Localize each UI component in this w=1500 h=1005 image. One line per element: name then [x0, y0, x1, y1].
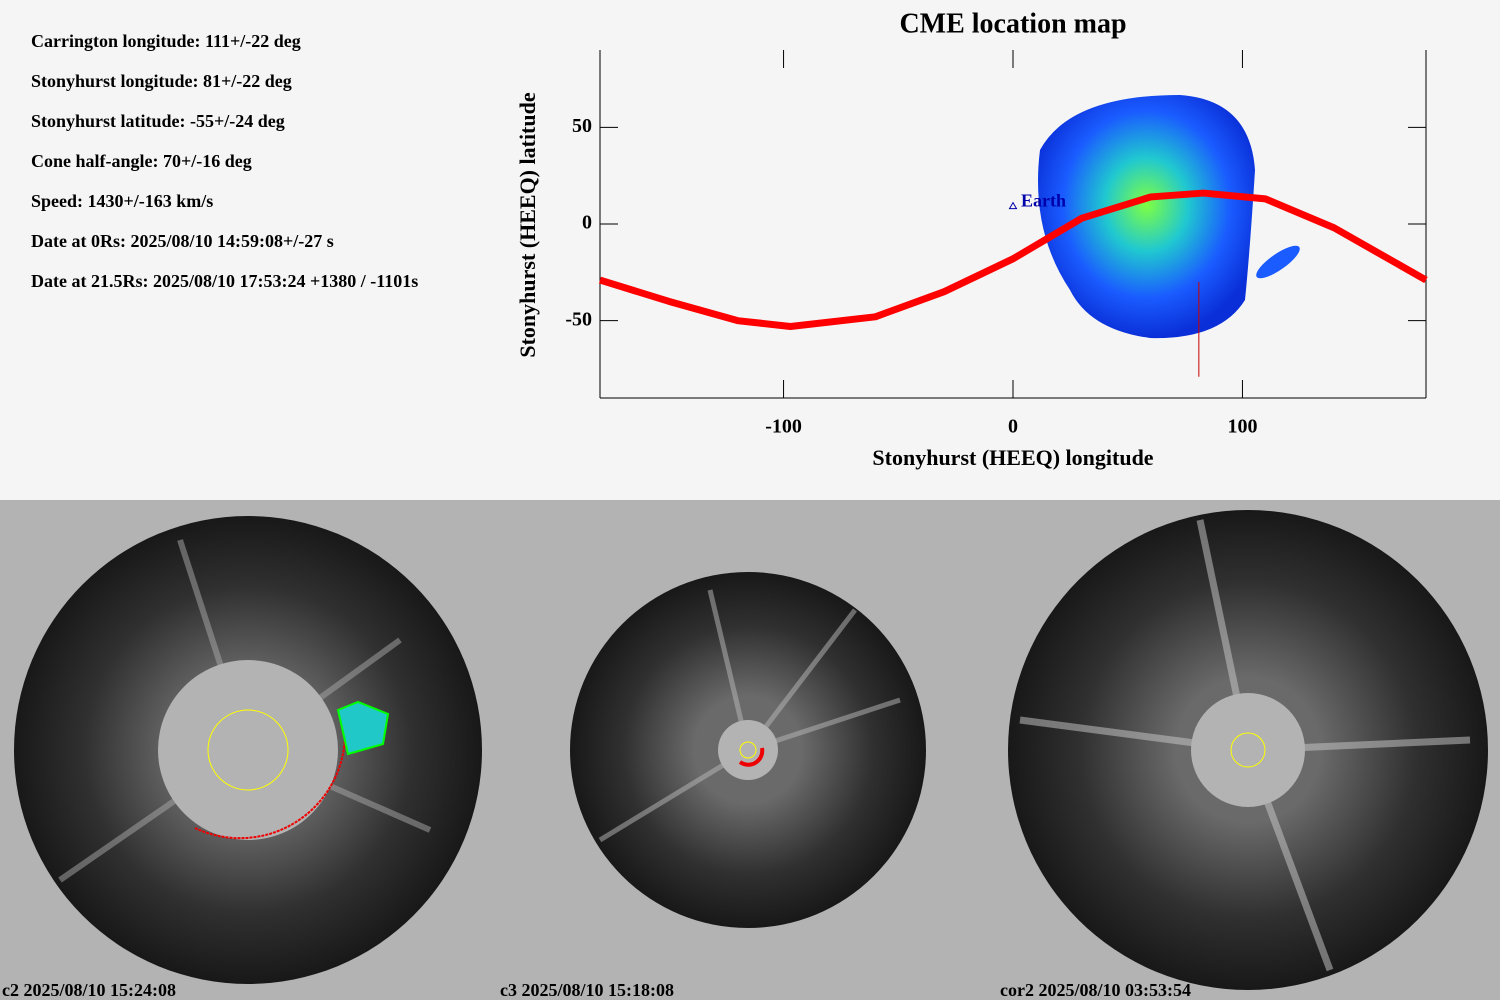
- earth-label: Earth: [1021, 191, 1066, 211]
- chart-title: CME location map: [899, 8, 1126, 39]
- x-tick-label: -100: [765, 416, 802, 438]
- y-axis-label: Stonyhurst (HEEQ) latitude: [515, 92, 540, 357]
- x-tick-label: 0: [1008, 416, 1018, 438]
- sun-disk: [1230, 732, 1266, 768]
- top-panel: [0, 0, 1500, 500]
- occulter: [1191, 693, 1305, 807]
- streamers: [598, 589, 901, 843]
- x-tick-label: 100: [1227, 416, 1257, 438]
- sun-disk: [739, 741, 757, 759]
- info-line: Stonyhurst latitude: -55+/-24 deg: [31, 111, 285, 131]
- cme-front: [738, 747, 765, 767]
- y-tick-label: 50: [572, 115, 592, 137]
- y-tick-label: 0: [582, 212, 592, 234]
- occulter: [718, 720, 778, 780]
- coronagraphs: [14, 510, 1488, 990]
- x-axis-label: Stonyhurst (HEEQ) longitude: [872, 445, 1153, 470]
- panel-caption: c3 2025/08/10 15:18:08: [500, 980, 674, 1000]
- info-line: Date at 21.5Rs: 2025/08/10 17:53:24 +138…: [31, 271, 418, 291]
- info-line: Stonyhurst longitude: 81+/-22 deg: [31, 71, 292, 91]
- occulter: [158, 660, 338, 840]
- y-tick-label: -50: [565, 308, 592, 330]
- info-line: Carrington longitude: 111+/-22 deg: [31, 31, 301, 51]
- cme-front: [194, 729, 347, 840]
- earth-marker: [1008, 201, 1018, 210]
- info-line: Speed: 1430+/-163 km/s: [31, 191, 213, 211]
- track-line: [598, 189, 1428, 330]
- streamers: [58, 539, 432, 883]
- sun-disk: [207, 709, 289, 791]
- cme-fragment: [1256, 245, 1300, 279]
- info-line: Date at 0Rs: 2025/08/10 14:59:08+/-27 s: [31, 231, 334, 251]
- info-line: Cone half-angle: 70+/-16 deg: [31, 151, 252, 171]
- cme-mask: [336, 700, 390, 756]
- cme-density: [1038, 95, 1255, 339]
- panel-caption: c2 2025/08/10 15:24:08: [2, 980, 176, 1000]
- streamers: [1019, 519, 1471, 972]
- panel-caption: cor2 2025/08/10 03:53:54: [1000, 980, 1191, 1000]
